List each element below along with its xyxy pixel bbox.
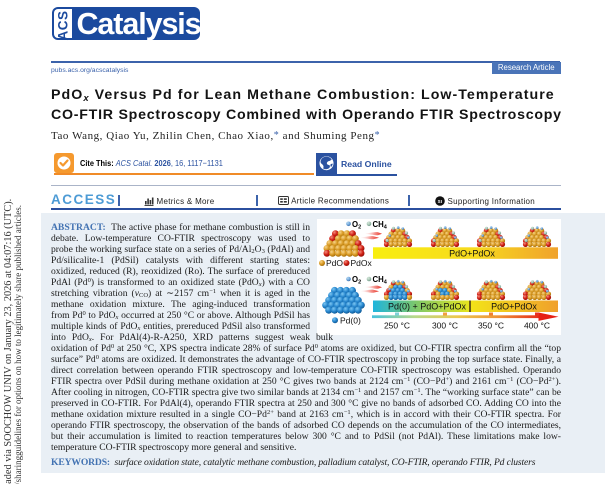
svg-text:O2: O2 [352,275,361,286]
svg-text:SI: SI [438,198,443,203]
svg-text:300 °C: 300 °C [432,321,458,331]
svg-text:250 °C: 250 °C [384,321,410,331]
svg-text:Pd(0): Pd(0) [340,316,361,326]
svg-text:400 °C: 400 °C [524,321,550,331]
svg-text:PdO+PdOx: PdO+PdOx [449,249,495,259]
svg-text:PdO: PdO [326,258,343,268]
svg-text:350 °C: 350 °C [478,321,504,331]
svg-text:PdOx: PdOx [351,258,373,268]
svg-text:Pd(0) + PdO+PdOx: Pd(0) + PdO+PdOx [388,301,467,311]
svg-text:CH4: CH4 [373,275,388,286]
svg-text:O2: O2 [352,220,361,231]
svg-text:CH4: CH4 [373,220,388,231]
svg-text:PdO+PdOx: PdO+PdOx [491,301,537,311]
